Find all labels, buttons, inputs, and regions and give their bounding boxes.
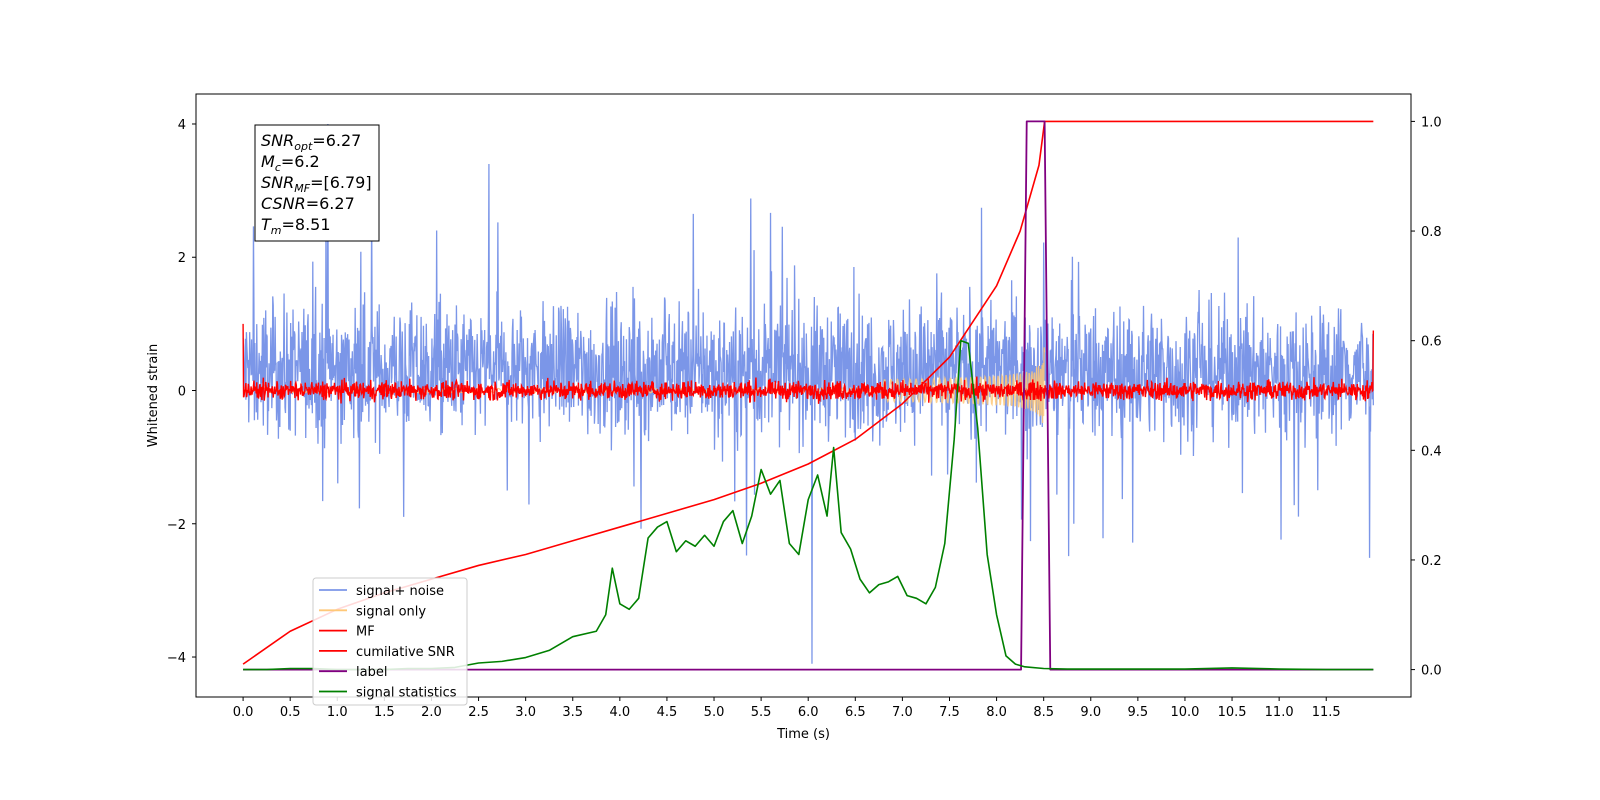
y-tick-label-left: 0: [178, 385, 186, 400]
x-tick-label: 8.5: [1033, 705, 1054, 720]
y-tick-label-right: 0.4: [1421, 444, 1442, 459]
x-tick-label: 0.5: [280, 705, 301, 720]
legend: signal+ noise signal only MF cumilative SNR…: [312, 577, 468, 706]
x-tick-label: 5.0: [704, 705, 725, 720]
legend-label: label: [356, 665, 387, 680]
x-tick-label: 2.5: [468, 705, 489, 720]
y-tick-label-left: −4: [167, 651, 186, 666]
legend-label: cumilative SNR: [356, 645, 455, 660]
x-tick-label: 10.0: [1170, 705, 1199, 720]
y-tick-label-left: 4: [178, 118, 186, 133]
y-tick-label-right: 0.8: [1421, 225, 1442, 240]
x-tick-label: 9.5: [1128, 705, 1149, 720]
annotation-frame: [254, 124, 380, 242]
y-tick-label-left: −2: [167, 518, 186, 533]
x-tick-label: 5.5: [751, 705, 772, 720]
x-tick-label: 1.0: [327, 705, 348, 720]
annotation-line: SNRMF=[6.79]: [261, 173, 372, 195]
x-tick-label: 11.5: [1312, 705, 1341, 720]
legend-label: signal+ noise: [356, 584, 444, 599]
x-tick-label: 10.5: [1218, 705, 1247, 720]
x-tick-label: 4.5: [657, 705, 678, 720]
x-tick-label: 0.0: [233, 705, 254, 720]
annotation-line: Mc=6.2: [261, 152, 320, 174]
legend-label: signal statistics: [356, 686, 457, 701]
legend-frame: [312, 577, 468, 706]
x-tick-label: 6.5: [845, 705, 866, 720]
axes-frame: [195, 93, 1412, 698]
x-tick-label: 11.0: [1265, 705, 1294, 720]
x-tick-label: 7.5: [939, 705, 960, 720]
axes: 0.0 0.5 1.0 1.5 2.0 2.5 3.0 3.5 4.0 4.5 5.0 5.5 6.0 6…: [167, 93, 1442, 720]
x-tick-label: 3.0: [515, 705, 536, 720]
y-axis-label: Whitened strain: [146, 344, 161, 447]
y-tick-label-right: 1.0: [1421, 115, 1442, 130]
x-tick-label: 8.0: [986, 705, 1007, 720]
series-mf: [242, 323, 1375, 404]
x-tick-label: 3.5: [562, 705, 583, 720]
annotation-line: CSNR=6.27: [261, 194, 355, 213]
x-tick-label: 1.5: [374, 705, 395, 720]
x-tick-label: 9.0: [1080, 705, 1101, 720]
y-tick-label-right: 0.0: [1421, 664, 1442, 679]
legend-label: MF: [356, 625, 375, 640]
x-axis-label: Time (s): [776, 727, 830, 742]
legend-label: signal only: [356, 604, 426, 619]
x-tick-label: 7.0: [892, 705, 913, 720]
y-tick-label-left: 2: [178, 251, 186, 266]
series-signal-statistics: [243, 339, 1374, 671]
annotation-line: SNRopt=6.27: [261, 131, 361, 153]
annotation-line: Tm=8.51: [261, 215, 331, 237]
x-tick-label: 4.0: [609, 705, 630, 720]
x-tick-label: 2.0: [421, 705, 442, 720]
x-tick-label: 6.0: [798, 705, 819, 720]
y-tick-label-right: 0.2: [1421, 554, 1442, 569]
y-tick-label-right: 0.6: [1421, 335, 1442, 350]
